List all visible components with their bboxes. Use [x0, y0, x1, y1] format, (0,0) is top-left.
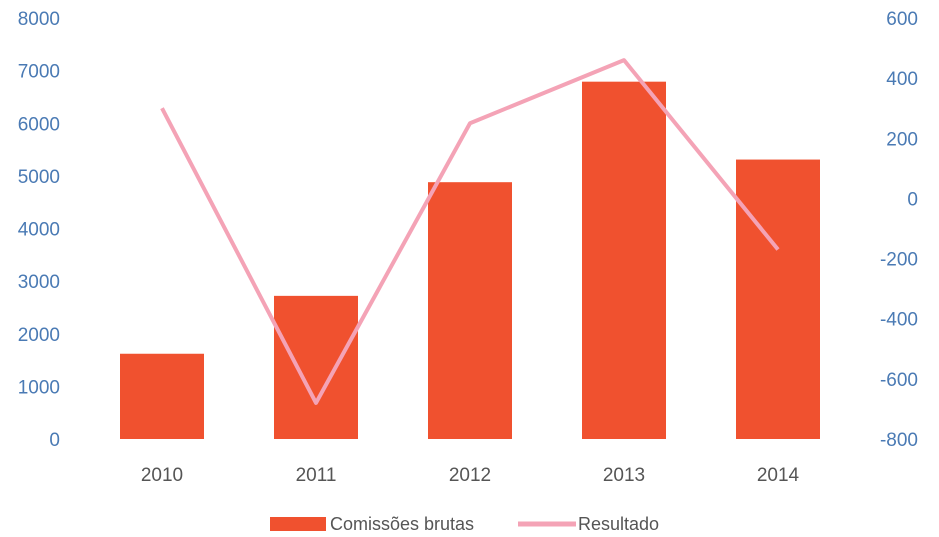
right-axis-tick: 400	[886, 69, 918, 90]
line-series	[160, 58, 780, 405]
legend-swatch-bar	[270, 517, 326, 531]
bar-2014	[736, 159, 820, 439]
right-axis-tick: 0	[907, 189, 918, 210]
left-axis-tick: 5000	[18, 167, 60, 188]
left-axis-tick: 6000	[18, 114, 60, 135]
bar-2010	[120, 353, 204, 439]
left-axis-tick: 8000	[18, 9, 60, 30]
legend: Comissões brutas Resultado	[270, 514, 659, 534]
x-axis-ticks: 2010 2011 2012 2013 2014	[141, 465, 800, 486]
x-axis-tick: 2014	[757, 465, 800, 486]
x-axis-tick: 2013	[603, 465, 645, 486]
right-axis-tick: -400	[880, 310, 918, 331]
x-axis-tick: 2012	[449, 465, 491, 486]
x-axis-tick: 2011	[296, 465, 337, 486]
right-axis-tick: -800	[880, 430, 918, 451]
left-axis-tick: 1000	[18, 377, 60, 398]
left-axis-tick: 0	[49, 430, 60, 451]
left-axis-tick: 3000	[18, 272, 60, 293]
right-axis-tick: 600	[886, 9, 918, 30]
bar-2012	[428, 182, 512, 439]
legend-label-bar: Comissões brutas	[330, 514, 474, 534]
bar-2011	[274, 295, 358, 439]
left-axis-tick: 4000	[18, 220, 60, 241]
legend-label-line: Resultado	[578, 514, 659, 534]
left-axis-tick: 2000	[18, 325, 60, 346]
left-axis-tick: 7000	[18, 62, 60, 83]
left-axis-ticks: 0 1000 2000 3000 4000 5000 6000 7000 8000	[18, 9, 60, 451]
right-axis-tick: 200	[886, 129, 918, 150]
right-axis-ticks: -800 -600 -400 -200 0 200 400 600	[880, 9, 918, 451]
bar-series	[120, 81, 820, 440]
right-axis-tick: -600	[880, 370, 918, 391]
right-axis-tick: -200	[880, 250, 918, 271]
bar-2013	[582, 81, 666, 440]
x-axis-tick: 2010	[141, 465, 183, 486]
